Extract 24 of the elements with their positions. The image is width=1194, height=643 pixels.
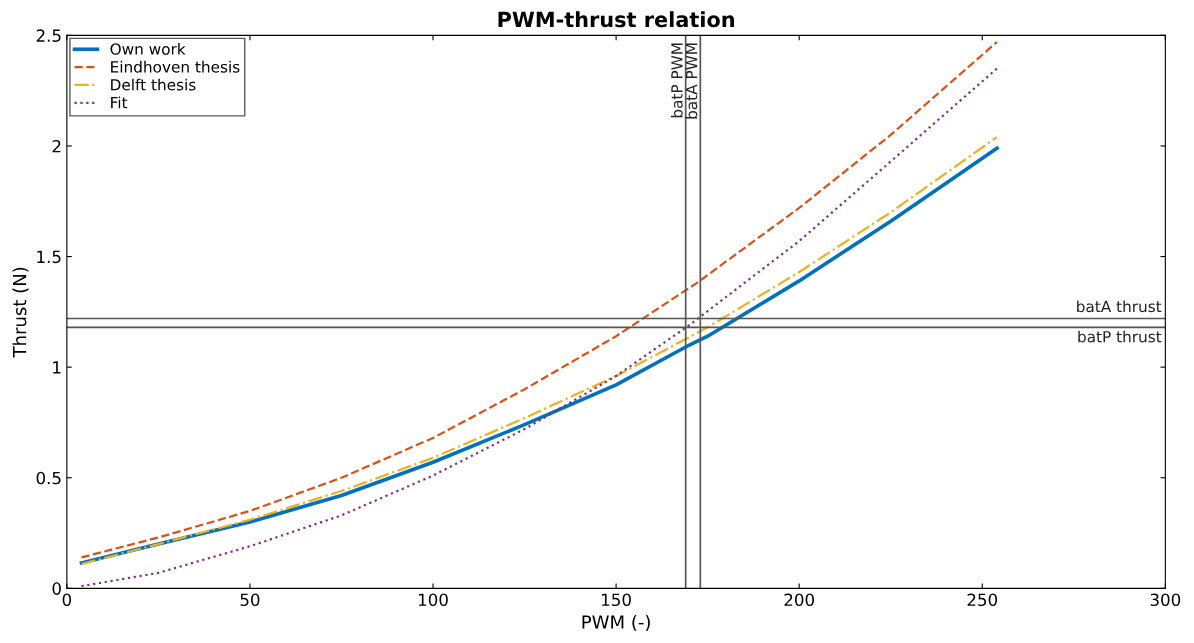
y-tick-label: 2 — [52, 139, 61, 153]
y-tick-label: 1 — [53, 361, 61, 374]
x-tick-label: 150 — [602, 593, 631, 607]
x-tick-label: 300 — [1150, 593, 1181, 607]
legend-label: Own work — [110, 43, 186, 55]
x-axis-title: PWM (-) — [582, 614, 650, 631]
x-tick-label: 0 — [62, 593, 72, 607]
x-tick-label: 200 — [784, 593, 814, 607]
chart-title: PWM-thrust relation — [498, 11, 734, 28]
legend-label: Eindhoven thesis — [111, 60, 240, 73]
x-tick-label: 100 — [418, 593, 448, 607]
y-tick-label: 0 — [52, 582, 61, 595]
y-tick-label: 1.5 — [37, 250, 61, 264]
ref-line-label: batA PWM — [685, 43, 698, 119]
legend-label: Delft thesis — [111, 78, 196, 91]
y-axis-title: Thrust (N) — [12, 267, 29, 358]
ref-line-label: batP PWM — [670, 43, 683, 118]
x-tick-label: 50 — [240, 593, 260, 607]
ref-line-label: batA thrust — [1077, 300, 1162, 313]
y-tick-label: 2.5 — [36, 29, 61, 42]
ref-line-label: batP thrust — [1078, 330, 1162, 343]
x-tick-label: 250 — [967, 593, 998, 607]
y-tick-label: 0.5 — [36, 471, 61, 485]
legend-label: Fit — [111, 96, 128, 109]
